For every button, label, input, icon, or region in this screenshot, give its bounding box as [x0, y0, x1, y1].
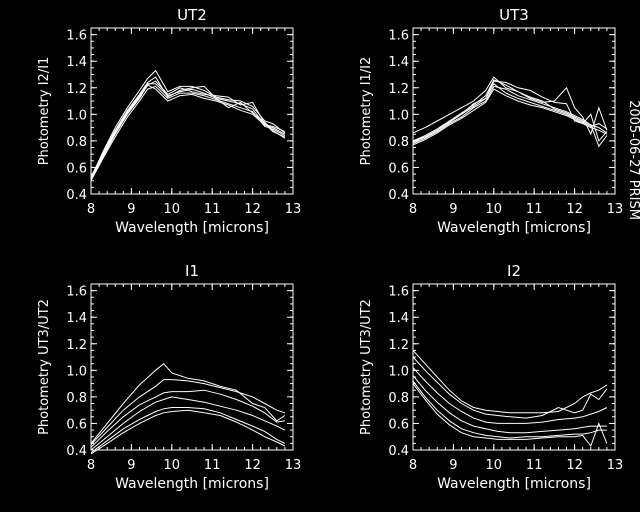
plot-frame [412, 283, 616, 451]
y-tick-label: 0.4 [388, 188, 409, 203]
plot-frame [412, 27, 616, 195]
x-tick-label: 10 [486, 202, 503, 217]
y-tick-label: 1.0 [66, 108, 87, 123]
x-tick-label: 12 [244, 458, 261, 473]
y-tick-label: 0.8 [66, 135, 87, 150]
x-tick-label: 13 [607, 202, 624, 217]
y-tick-label: 0.4 [66, 444, 87, 459]
series-line-3 [412, 367, 608, 424]
series-line-4 [90, 396, 286, 451]
x-tick-label: 9 [449, 458, 457, 473]
y-tick-label: 0.8 [388, 135, 409, 150]
y-tick-label: 0.6 [388, 417, 409, 432]
series-line-3 [90, 80, 286, 181]
series-line-5 [412, 88, 608, 146]
x-tick-label: 12 [566, 458, 583, 473]
y-tick-label: 1.0 [66, 364, 87, 379]
x-tick-label: 10 [164, 202, 181, 217]
chart-title: I1 [185, 262, 199, 280]
y-tick-label: 0.6 [388, 161, 409, 176]
y-tick-label: 1.4 [66, 55, 87, 70]
series-line-4 [412, 375, 607, 434]
y-tick-label: 1.6 [388, 29, 409, 44]
x-tick-label: 8 [409, 202, 417, 217]
x-tick-label: 11 [526, 202, 543, 217]
x-tick-label: 8 [87, 202, 95, 217]
y-tick-label: 0.4 [388, 444, 409, 459]
x-tick-label: 12 [244, 202, 261, 217]
series-line-2 [412, 356, 608, 419]
chart-panel-4: 8 9 10 11 12 13 0.4 0.6 0.8 1.0 1.2 1.4 1.6 I2 Wavelen… [359, 262, 623, 492]
y-tick-label: 0.8 [388, 391, 409, 406]
y-tick-label: 1.6 [66, 285, 87, 300]
series-line-5 [90, 84, 286, 180]
y-tick-label: 1.6 [388, 285, 409, 300]
x-tick-label: 9 [449, 202, 457, 217]
y-axis-label: Photometry UT3/UT2 [37, 299, 52, 435]
y-tick-label: 1.4 [66, 311, 87, 326]
x-tick-label: 10 [164, 458, 181, 473]
x-tick-label: 11 [526, 458, 543, 473]
x-tick-label: 12 [566, 202, 583, 217]
x-tick-label: 8 [409, 458, 417, 473]
x-axis-label: Wavelength [microns] [115, 220, 269, 236]
series-line-4 [412, 83, 608, 143]
series-line-6 [90, 83, 286, 179]
x-tick-label: 13 [285, 202, 302, 217]
x-tick-label: 11 [204, 202, 221, 217]
y-tick-label: 1.2 [66, 82, 87, 97]
y-axis-label: Photometry I2/I1 [37, 57, 52, 166]
y-tick-label: 1.6 [66, 29, 87, 44]
x-tick-label: 13 [607, 458, 624, 473]
y-axis-label: Photometry I1/I2 [359, 57, 374, 166]
chart-title: I2 [507, 262, 521, 280]
series-line-5 [412, 380, 607, 439]
x-tick-label: 8 [87, 458, 95, 473]
series-line-1 [90, 363, 286, 444]
y-tick-label: 0.6 [66, 417, 87, 432]
y-axis-label: Photometry UT3/UT2 [359, 299, 374, 435]
plot-frame [90, 283, 294, 451]
y-tick-label: 0.8 [66, 391, 87, 406]
series-line-6 [412, 383, 608, 448]
chart-title: UT2 [177, 6, 207, 24]
series-line-5 [90, 407, 286, 454]
x-axis-label: Wavelength [microns] [437, 220, 591, 236]
y-tick-label: 1.4 [388, 55, 409, 70]
series-line-1 [90, 69, 286, 179]
y-tick-label: 0.6 [66, 161, 87, 176]
y-tick-label: 1.4 [388, 311, 409, 326]
x-axis-label: Wavelength [microns] [115, 476, 269, 492]
series-line-2 [90, 379, 286, 446]
y-tick-label: 1.2 [66, 338, 87, 353]
y-tick-label: 0.4 [66, 188, 87, 203]
series-line-3 [412, 85, 608, 144]
y-tick-label: 1.0 [388, 108, 409, 123]
chart-panel-3: 8 9 10 11 12 13 0.4 0.6 0.8 1.0 1.2 1.4 1.6 I1 Wavelen… [37, 262, 301, 492]
series-line-6 [90, 409, 286, 455]
x-tick-label: 13 [285, 458, 302, 473]
x-tick-label: 11 [204, 458, 221, 473]
chart-panel-2: 8 9 10 11 12 13 0.4 0.6 0.8 1.0 1.2 1.4 1.6 UT3 Wavele… [359, 6, 623, 236]
series-line-2 [90, 76, 286, 177]
x-tick-label: 10 [486, 458, 503, 473]
y-tick-label: 1.2 [388, 338, 409, 353]
series-line-6 [412, 79, 608, 148]
chart-panel-1: 8 9 10 11 12 13 0.4 0.6 0.8 1.0 1.2 1.4 1.6 UT2 Wavele… [37, 6, 301, 236]
side-date-label: 2005-06-27 PRISM [626, 100, 640, 220]
plot-frame [90, 27, 294, 195]
x-tick-label: 9 [127, 202, 135, 217]
series-line-3 [90, 389, 285, 448]
series-line-4 [90, 85, 286, 181]
y-tick-label: 1.0 [388, 364, 409, 379]
series-line-1 [412, 350, 608, 414]
x-axis-label: Wavelength [microns] [437, 476, 591, 492]
y-tick-label: 1.2 [388, 82, 409, 97]
chart-title: UT3 [499, 6, 529, 24]
x-tick-label: 9 [127, 458, 135, 473]
